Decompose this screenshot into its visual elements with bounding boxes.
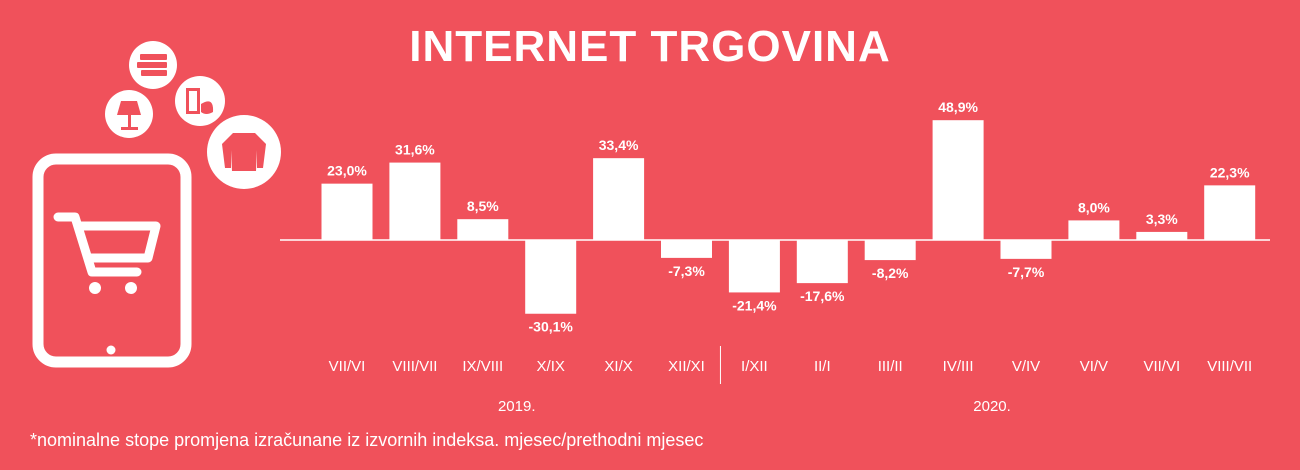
data-label: 3,3%	[1146, 211, 1178, 227]
bar	[389, 162, 441, 240]
bar	[321, 183, 373, 240]
x-tick-label: VIII/VII	[392, 358, 437, 375]
lamp-icon	[105, 90, 153, 138]
x-tick-label: II/I	[814, 358, 831, 375]
shopping-cart-icon	[53, 212, 161, 294]
books-icon	[129, 41, 177, 89]
x-tick-label: VIII/VII	[1207, 358, 1252, 375]
year-group-label: 2020.	[973, 398, 1011, 415]
icon-illustration	[32, 41, 281, 368]
bar	[728, 240, 780, 293]
data-label: 48,9%	[938, 99, 978, 115]
x-tick-label: XI/X	[604, 358, 632, 375]
tablet-icon	[32, 153, 192, 368]
data-label: -7,7%	[1008, 264, 1045, 280]
data-label: -8,2%	[872, 265, 909, 281]
bar	[932, 120, 984, 240]
year-group-label: 2019.	[498, 398, 536, 415]
bar	[1000, 240, 1052, 259]
bar	[525, 240, 577, 314]
bar	[1204, 185, 1256, 240]
perfume-icon	[175, 76, 225, 126]
bar	[864, 240, 916, 261]
bar	[1068, 220, 1120, 240]
footnote: *nominalne stope promjena izračunane iz …	[30, 430, 704, 450]
x-tick-label: XII/XI	[668, 358, 705, 375]
bar	[796, 240, 848, 284]
sweater-icon	[207, 115, 281, 189]
data-label: 22,3%	[1210, 164, 1250, 180]
data-label: 8,0%	[1078, 199, 1110, 215]
x-tick-label: III/II	[878, 358, 903, 375]
bar	[661, 240, 712, 258]
x-tick-label: X/IX	[537, 358, 565, 375]
data-label: -17,6%	[800, 288, 845, 304]
x-tick-label: IV/III	[943, 358, 974, 375]
data-label: 23,0%	[327, 163, 367, 179]
x-tick-label: VII/VI	[1143, 358, 1180, 375]
x-tick-label: VII/VI	[329, 358, 366, 375]
chart-title: INTERNET TRGOVINA	[409, 22, 891, 71]
x-tick-label: I/XII	[741, 358, 768, 375]
bar	[593, 158, 645, 240]
data-label: -7,3%	[668, 263, 705, 279]
bar-chart: 23,0% VII/VI 31,6% VIII/VII 8,5% IX/VIII -30,1…	[280, 99, 1270, 415]
x-tick-label: IX/VIII	[462, 358, 503, 375]
data-label: -30,1%	[529, 319, 574, 335]
x-tick-label: VI/V	[1080, 358, 1108, 375]
data-label: -21,4%	[732, 297, 777, 313]
bar	[1136, 231, 1188, 240]
data-label: 31,6%	[395, 142, 435, 158]
bar	[457, 219, 509, 240]
data-label: 33,4%	[599, 137, 639, 153]
data-label: 8,5%	[467, 198, 499, 214]
x-tick-label: V/IV	[1012, 358, 1040, 375]
